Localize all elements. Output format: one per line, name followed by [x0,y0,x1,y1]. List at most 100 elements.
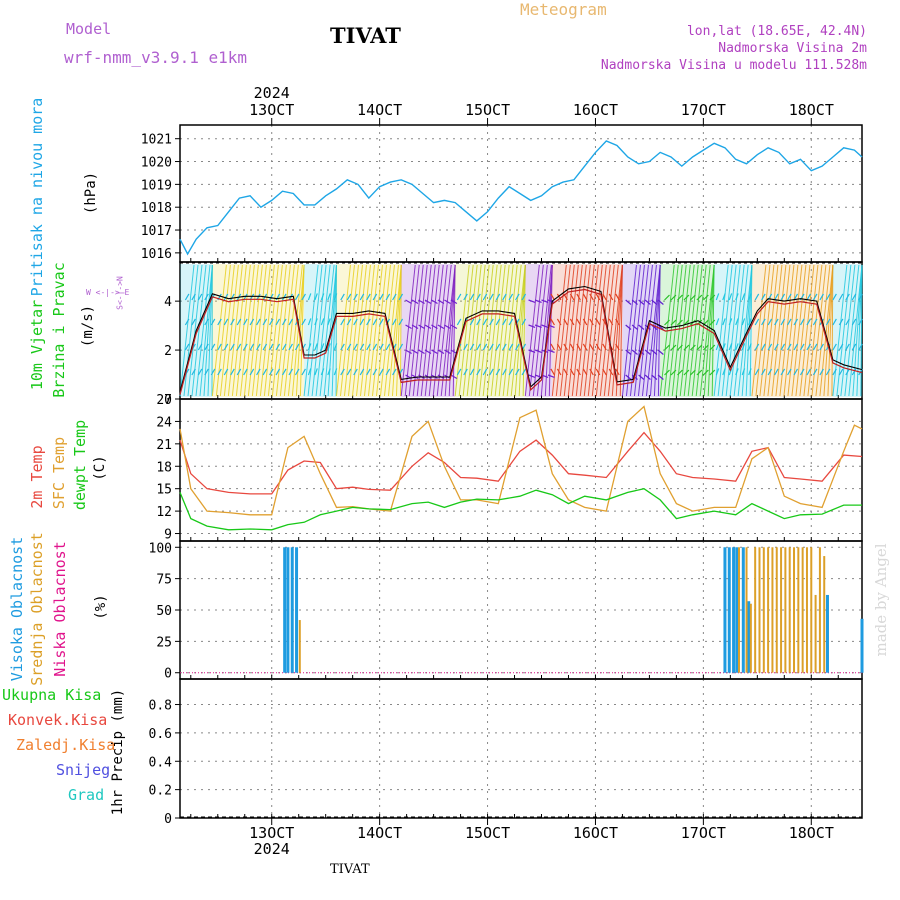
xtick-label-top: 14OCT [357,101,402,119]
wind-arrow [615,343,620,351]
wind-arrow [576,343,581,351]
wind-arrow [556,318,562,326]
wind-arrow [582,318,588,326]
wind-arrow [670,294,677,301]
wind-hatch [416,264,432,397]
wind-arrow [780,343,786,351]
wind-arrow [728,318,733,326]
wind-arrow [845,318,850,326]
wind-hatch [404,264,420,397]
wind-arrow [223,343,229,351]
wind-arrow [838,293,844,301]
wind-arrow [359,368,365,376]
wind-arrow [774,343,779,351]
cloud-bar-cloud_mid [298,620,301,673]
wind-arrow [385,368,391,376]
ytick-label-precipitation: 0 [164,812,172,827]
wind-hatch [343,264,359,397]
wind-arrow [569,293,575,301]
wind-arrow [489,368,494,376]
wind-hatch [452,264,456,397]
wind-arrow [204,293,209,301]
wind-arrow [210,343,216,351]
wind-arrow [722,318,726,326]
wind-arrow [366,293,371,301]
wind-arrow [366,318,371,326]
wind-arrow [625,374,632,380]
wind-arrow [275,368,281,376]
wind-arrow [359,293,365,301]
wind-arrow [657,299,664,305]
wind-arrow [398,343,404,351]
wind-arrow [204,368,209,376]
wind-arrow [262,343,268,351]
wind-hatch [741,264,753,397]
xtick-label-top: 16OCT [573,101,618,119]
wind-arrow [269,368,274,376]
wind-arrow [230,293,235,301]
wind-hatch [187,264,203,397]
cloud-bar-cloud_high [735,547,739,673]
wind-arrow [230,343,235,351]
wind-arrow [780,293,786,301]
wind-hatch [482,264,498,397]
ytick-label-pressure: 1018 [141,201,172,216]
ytick-label-temperature: 12 [156,505,172,520]
wind-arrow [754,318,760,326]
wind-arrow [288,343,294,351]
wind-arrow [456,318,462,326]
wind-arrow [657,349,664,355]
wind-hatch [840,264,856,397]
wind-arrow [838,343,844,351]
wind-arrow [638,374,645,380]
wind-arrow [534,349,542,353]
wind-hatch [359,264,375,397]
wind-arrow [431,349,438,355]
wind-arrow [301,293,306,301]
wind-arrow [683,294,690,301]
wind-arrow [832,318,837,326]
wind-arrow [550,318,555,326]
year-label-top: 2024 [254,84,290,102]
wind-arrow [858,343,863,351]
wind-hatch [579,264,595,397]
ytick-label-temperature: 21 [156,438,172,453]
wind-hatch [717,264,733,397]
cloud-bar-cloud_high [283,547,287,673]
wind-arrow [275,318,281,326]
wind-arrow [793,368,799,376]
wind-arrow [625,299,632,305]
wind-arrow [754,343,760,351]
cloud-bar-cloud_mid [780,547,783,673]
wind-arrow [450,374,458,380]
wind-arrow [589,368,594,376]
wind-arrow [191,293,196,301]
wind-arrow [735,318,739,326]
precip-frz-label: Zaledj.Kisa [16,736,116,754]
wind-arrow [204,343,209,351]
wind-hatch [783,264,799,397]
cloud-bar-cloud_high [860,618,864,673]
wind-arrow [385,343,391,351]
wind-arrow [269,293,274,301]
wind-hatch [625,264,641,397]
temperature-series-dewpt [179,488,862,531]
wind-arrow [372,293,378,301]
wind-arrow [476,293,481,301]
wind-arrow [269,318,274,326]
wind-arrow [515,368,520,376]
wind-arrow [353,343,358,351]
cloud-bar-cloud_mid [805,547,808,673]
wind-hatch [375,264,391,397]
wind-arrow [550,343,555,351]
xtick-label-top: 18OCT [789,101,834,119]
ytick-label-pressure: 1021 [141,133,172,148]
wind-arrow [625,324,632,330]
wind-arrow [595,343,601,351]
wind-hatch [729,264,745,397]
wind-arrow [281,293,287,301]
wind-hatch [775,264,791,397]
wind-hatch [763,264,779,397]
meteogram-title: Meteogram [520,0,607,19]
wind-arrow [534,324,542,328]
